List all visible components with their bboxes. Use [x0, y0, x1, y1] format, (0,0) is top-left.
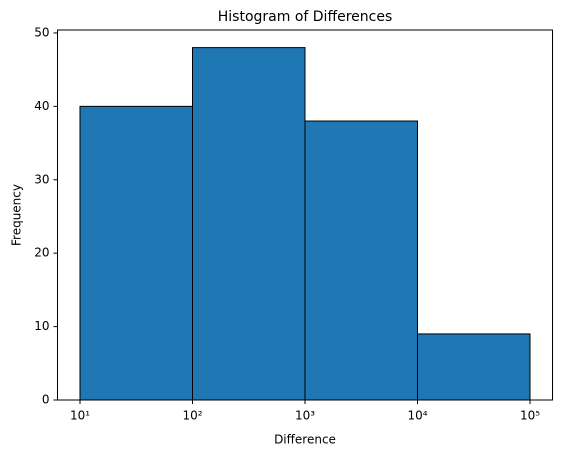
y-axis-label: Frequency	[10, 184, 24, 246]
chart-title: Histogram of Differences	[218, 9, 393, 25]
x-tick-label: 10⁵	[520, 409, 540, 423]
y-tick-label: 40	[34, 99, 49, 113]
y-tick-label: 0	[42, 393, 50, 407]
y-tick-label: 30	[34, 172, 49, 186]
y-tick-label: 20	[34, 246, 49, 260]
x-tick-label: 10⁴	[407, 409, 427, 423]
y-tick-label: 10	[34, 319, 49, 333]
bar	[416, 333, 531, 401]
plot-frame	[57, 29, 553, 401]
bar	[191, 47, 306, 401]
y-tick-label: 50	[34, 25, 49, 39]
x-tick-label: 10³	[295, 409, 315, 423]
bar	[79, 105, 193, 401]
bar	[304, 120, 418, 401]
x-tick-label: 10¹	[70, 409, 90, 423]
x-tick-label: 10²	[182, 409, 202, 423]
x-axis-label: Difference	[274, 433, 336, 447]
